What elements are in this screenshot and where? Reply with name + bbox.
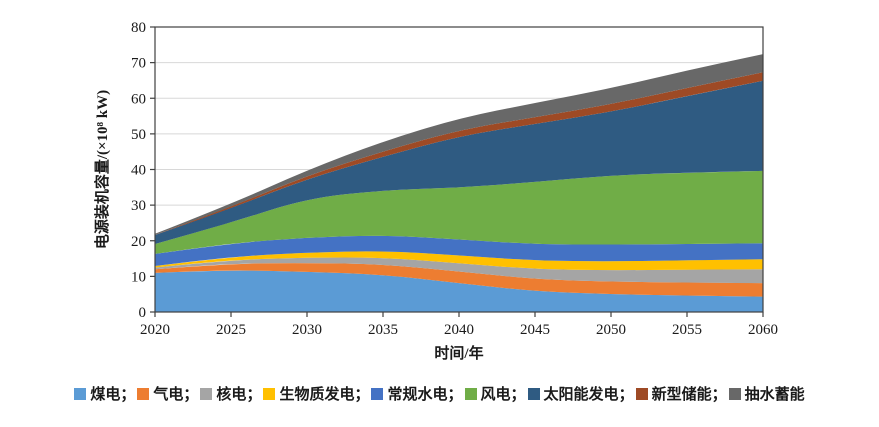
legend-label-风电: 风电 xyxy=(480,387,511,403)
legend-swatch-常规水电 xyxy=(371,387,384,400)
legend-label-太阳能发电: 太阳能发电 xyxy=(543,387,619,403)
series-area-新型储能 xyxy=(155,72,763,236)
legend-separator: ； xyxy=(510,387,526,403)
legend-item-常规水电: 常规水电； xyxy=(371,383,464,404)
y-tick-label-30: 30 xyxy=(131,198,146,214)
x-tick-label-2055: 2055 xyxy=(672,322,702,338)
legend-swatch-生物质发电 xyxy=(263,387,276,400)
legend-item-新型储能: 新型储能； xyxy=(635,383,729,404)
legend-label-常规水电: 常规水电 xyxy=(387,387,448,403)
series-area-风电 xyxy=(155,170,763,254)
series-area-常规水电 xyxy=(155,235,763,267)
legend-separator: ； xyxy=(183,387,199,403)
legend-item-核电: 核电； xyxy=(200,383,263,404)
series-area-煤电 xyxy=(155,270,763,312)
y-tick-label-40: 40 xyxy=(131,163,146,179)
x-tick-label-2050: 2050 xyxy=(596,322,626,338)
x-tick-label-2020: 2020 xyxy=(140,322,170,338)
legend-swatch-核电 xyxy=(200,387,213,400)
series-area-抽水蓄能 xyxy=(155,54,763,235)
legend-label-新型储能: 新型储能 xyxy=(651,387,712,403)
legend-swatch-煤电 xyxy=(74,387,87,400)
y-axis-title: 电源装机容量/(×10⁸ kW) xyxy=(93,90,111,249)
y-tick-label-70: 70 xyxy=(131,56,146,72)
y-tick-label-10: 10 xyxy=(131,269,146,285)
legend-swatch-气电 xyxy=(137,387,150,400)
legend-separator: ； xyxy=(120,387,136,403)
legend-separator: ； xyxy=(246,387,262,403)
legend-separator: ； xyxy=(354,387,370,403)
legend-separator: ； xyxy=(447,387,463,403)
legend-label-气电: 气电 xyxy=(153,387,184,403)
legend-item-风电: 风电； xyxy=(464,383,528,404)
y-tick-label-60: 60 xyxy=(131,91,146,107)
legend-swatch-太阳能发电 xyxy=(527,387,540,400)
legend-label-核电: 核电 xyxy=(216,387,247,403)
series-area-太阳能发电 xyxy=(155,80,763,244)
series-area-气电 xyxy=(155,263,763,297)
legend-item-煤电: 煤电； xyxy=(74,383,137,404)
legend-label-煤电: 煤电 xyxy=(90,387,121,403)
x-axis-title: 时间/年 xyxy=(434,344,483,362)
y-tick-label-20: 20 xyxy=(131,234,146,250)
legend-label-抽水蓄能: 抽水蓄能 xyxy=(744,387,805,403)
series-area-生物质发电 xyxy=(155,251,763,271)
legend-swatch-新型储能 xyxy=(635,387,648,400)
legend-item-抽水蓄能: 抽水蓄能 xyxy=(728,383,805,404)
legend-item-太阳能发电: 太阳能发电； xyxy=(527,383,636,404)
x-tick-label-2040: 2040 xyxy=(444,322,474,338)
y-tick-label-50: 50 xyxy=(131,127,146,143)
legend-item-生物质发电: 生物质发电； xyxy=(263,383,371,404)
x-tick-label-2045: 2045 xyxy=(520,322,550,338)
legend-swatch-风电 xyxy=(464,387,477,400)
legend-swatch-抽水蓄能 xyxy=(728,387,741,400)
legend-separator: ； xyxy=(711,387,727,403)
x-tick-label-2030: 2030 xyxy=(292,322,322,338)
y-tick-label-0: 0 xyxy=(139,305,147,321)
x-tick-label-2035: 2035 xyxy=(368,322,398,338)
x-tick-label-2060: 2060 xyxy=(748,322,778,338)
y-tick-label-80: 80 xyxy=(131,20,146,36)
legend-label-生物质发电: 生物质发电 xyxy=(279,387,355,403)
x-tick-label-2025: 2025 xyxy=(216,322,246,338)
legend-item-气电: 气电； xyxy=(137,383,200,404)
series-area-核电 xyxy=(155,257,763,284)
chart-legend: 煤电；气电；核电；生物质发电；常规水电；风电；太阳能发电；新型储能；抽水蓄能 xyxy=(0,383,879,404)
legend-separator: ； xyxy=(618,387,634,403)
